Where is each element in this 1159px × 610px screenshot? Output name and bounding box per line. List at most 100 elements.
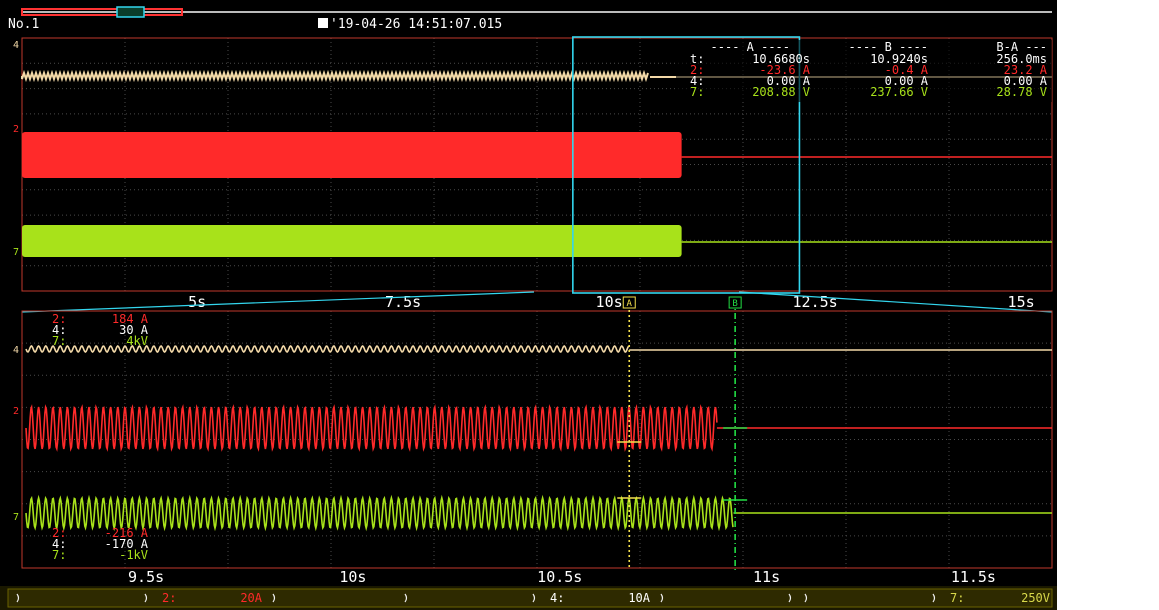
- cursor-row-label: t:: [690, 52, 704, 66]
- zoom-ch7-wave: [25, 494, 734, 532]
- zoom-link-left: [21, 291, 535, 313]
- zoom-ch4-wave: [25, 345, 630, 353]
- zoom-tick-label: 11.5s: [951, 568, 996, 586]
- cursor-row-label: 2:: [690, 63, 704, 77]
- cursor-value-ba: 28.78 V: [996, 85, 1047, 99]
- zoom-link-right: [738, 291, 1053, 313]
- scale-value: 184 A: [112, 312, 149, 326]
- cursor-header-a: ---- A ----: [711, 40, 790, 54]
- oscilloscope-screen: No.1 '19-04-26 14:51:07.015 4 2 7 5s 7.5s 10…: [0, 0, 1057, 610]
- overview-ch4-wave: [21, 69, 649, 83]
- cursor-value-a: -23.6 A: [759, 63, 810, 77]
- page-margin: [1057, 0, 1159, 610]
- scale-channel-label: 2:: [52, 312, 66, 326]
- channel-status-bar: 2: 20A 4: 10A 7: 250V: [0, 586, 1057, 610]
- status-channel-label: 7:: [950, 591, 964, 605]
- scale-channel-label: 7:: [52, 548, 66, 562]
- cursor-value-b: 0.00 A: [885, 74, 929, 88]
- cursor-value-ba: 0.00 A: [1004, 74, 1048, 88]
- scale-channel-label: 4:: [52, 537, 66, 551]
- overview-ch2-band: [22, 132, 682, 178]
- overview-tick-label: 7.5s: [385, 293, 421, 311]
- channel-marker: 4: [13, 345, 19, 356]
- channel-marker: 4: [13, 40, 19, 51]
- scale-value: 30 A: [119, 323, 149, 337]
- status-divider-icon: [404, 593, 408, 603]
- cursor-b-marker[interactable]: [728, 296, 742, 309]
- overview-tick-label: 10s: [596, 293, 623, 311]
- scale-channel-label: 7:: [52, 334, 66, 348]
- scale-value: 4kV: [126, 334, 148, 348]
- status-bar-items: 2: 20A 4: 10A 7: 250V: [16, 591, 1050, 605]
- overview-channel-markers: 4 2 7: [13, 40, 19, 258]
- scale-labels-bottom: 2: -216 A 4: -170 A 7: -1kV: [52, 526, 149, 562]
- overview-ch7-band: [22, 225, 682, 257]
- zoom-tick-label: 9.5s: [128, 568, 164, 586]
- zoom-tick-label: 11s: [753, 568, 780, 586]
- status-divider-icon: [788, 593, 792, 603]
- zoom-time-axis: 9.5s 10s 10.5s 11s 11.5s: [128, 568, 996, 586]
- memory-position[interactable]: [21, 8, 183, 16]
- zoom-channel-markers: 4 2 7: [13, 345, 19, 523]
- cursor-value-ba: 256.0ms: [996, 52, 1047, 66]
- zoom-waveforms: [25, 345, 1052, 532]
- zoom-tick-label: 10s: [339, 568, 366, 586]
- status-divider-icon: [144, 593, 148, 603]
- status-divider-icon: [660, 593, 664, 603]
- channel-marker: 7: [13, 247, 19, 258]
- status-scale-value: 10A: [628, 591, 650, 605]
- status-divider-icon: [932, 593, 936, 603]
- trigger-icon: [318, 18, 328, 28]
- scale-value: -170 A: [105, 537, 149, 551]
- status-divider-icon: [272, 593, 276, 603]
- status-bar-strip: [7, 588, 1053, 608]
- cursor-readout-rows: t: 10.6680s 10.9240s 256.0ms 2: -23.6 A -0.4 A…: [690, 52, 1048, 99]
- cursor-value-a: 10.6680s: [752, 52, 810, 66]
- status-divider-icon: [804, 593, 808, 603]
- cursor-readout-bg: [676, 40, 1052, 102]
- overview-waveforms: [21, 69, 1052, 257]
- record-number: No.1: [8, 17, 39, 32]
- cursor-row-label: 7:: [690, 85, 704, 99]
- scale-labels-top: 2: 184 A 4: 30 A 7: 4kV: [52, 312, 149, 348]
- cursor-header-b: ---- B ----: [849, 40, 928, 54]
- overview-time-axis: 5s 7.5s 10s 12.5s 15s: [188, 293, 1035, 311]
- status-channel-label: 2:: [162, 591, 176, 605]
- cursor-value-ba: 23.2 A: [1004, 63, 1048, 77]
- cursor-a-label: A: [627, 299, 633, 309]
- scale-value: -1kV: [119, 548, 148, 562]
- zoom-frame: [21, 310, 1053, 569]
- scale-channel-label: 2:: [52, 526, 66, 540]
- cursor-readout-table: ---- A ---- ---- B ---- B-A --- t: 10.668…: [676, 40, 1052, 102]
- zoom-tick-label: 10.5s: [537, 568, 582, 586]
- cursor-header-ba: B-A ---: [996, 40, 1047, 54]
- scale-channel-label: 4:: [52, 323, 66, 337]
- cursor-value-b: -0.4 A: [885, 63, 929, 77]
- cursor-value-a: 208.88 V: [752, 85, 810, 99]
- cursor-value-b: 10.9240s: [870, 52, 928, 66]
- overview-tick-label: 15s: [1008, 293, 1035, 311]
- memory-marker-icon: [116, 6, 145, 18]
- scale-value: -216 A: [105, 526, 149, 540]
- overview-panel: 427 5s 7.5s 10s 12.5s 15s: [13, 36, 1053, 311]
- status-divider-icon: [532, 593, 536, 603]
- channel-marker: 2: [13, 406, 19, 417]
- zoom-window[interactable]: [572, 36, 801, 294]
- trigger-timestamp: '19-04-26 14:51:07.015: [330, 17, 502, 32]
- cursor-b-label: B: [732, 299, 737, 309]
- status-scale-value: 20A: [240, 591, 262, 605]
- cursor-value-a: 0.00 A: [767, 74, 811, 88]
- channel-marker: 2: [13, 124, 19, 135]
- cursor-value-b: 237.66 V: [870, 85, 928, 99]
- zoom-ch2-wave: [25, 404, 718, 452]
- overview-tick-label: 5s: [188, 293, 206, 311]
- status-scale-value: 250V: [1021, 591, 1050, 605]
- status-channel-label: 4:: [550, 591, 564, 605]
- cursor-row-label: 4:: [690, 74, 704, 88]
- waveform-display: No.1 '19-04-26 14:51:07.015 4 2 7 5s 7.5s 10…: [0, 6, 1057, 610]
- cursor-a-marker[interactable]: [622, 296, 636, 309]
- channel-marker: 7: [13, 512, 19, 523]
- status-divider-icon: [16, 593, 20, 603]
